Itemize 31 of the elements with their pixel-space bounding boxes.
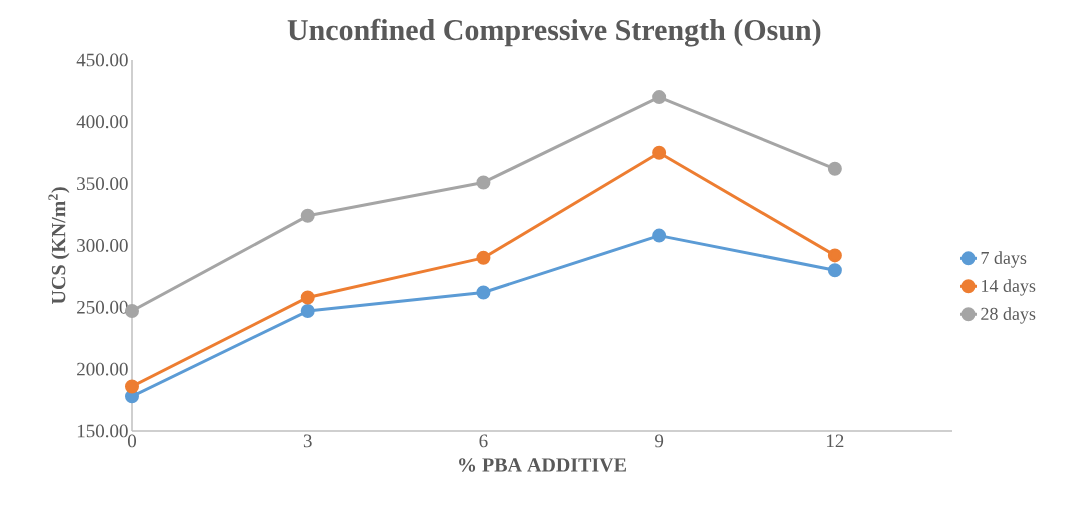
- y-axis-title: UCS (KN/m$^{2}$): [48, 187, 70, 305]
- point: [827, 161, 842, 176]
- point: [125, 379, 139, 394]
- point: [300, 290, 315, 305]
- x-tick-label: 3: [303, 434, 312, 448]
- y-tick-label: 200.00: [77, 362, 128, 376]
- x-tick-label: 9: [655, 434, 664, 448]
- y-tick-label: 300.00: [77, 239, 128, 252]
- y-tick-label: 400.00: [76, 115, 128, 129]
- point: [652, 145, 667, 160]
- x-tick-label: 0: [127, 434, 137, 448]
- legend-label: 7 days: [981, 251, 1027, 268]
- point: [476, 250, 491, 265]
- legend-label: 14 days: [982, 279, 1036, 296]
- point: [652, 90, 667, 105]
- x-axis-title: % PBA ADDITIVE: [459, 458, 626, 472]
- point: [476, 175, 491, 190]
- x-tick-label: 12: [827, 434, 844, 448]
- y-tick-label: 350.00: [77, 177, 128, 191]
- point: [827, 263, 842, 278]
- point: [476, 285, 491, 300]
- chart-title: Unconfined Compressive Strength (Osun): [287, 18, 821, 47]
- y-tick-label: 250.00: [77, 300, 128, 314]
- point: [652, 228, 667, 243]
- legend-label: 28 days: [981, 307, 1036, 324]
- point: [827, 248, 842, 263]
- point: [300, 208, 315, 223]
- point: [300, 304, 315, 319]
- y-tick-label: 450.00: [76, 53, 128, 67]
- y-tick-label: 150.00: [77, 424, 128, 438]
- x-tick-label: 6: [479, 434, 488, 448]
